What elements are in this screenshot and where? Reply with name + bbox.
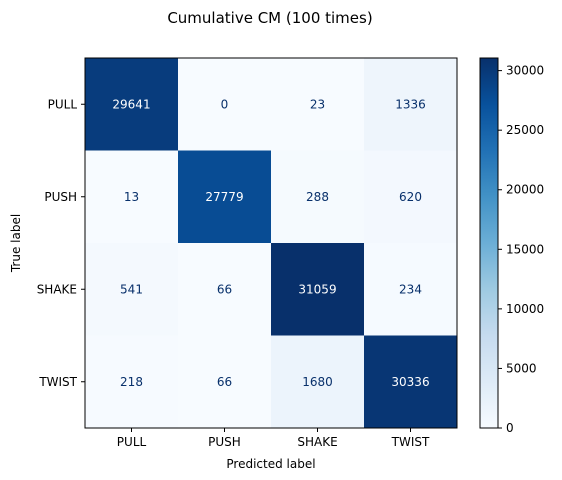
x-tick-label: TWIST <box>391 435 430 449</box>
cell-value-label: 234 <box>399 282 422 296</box>
heatmap-cell <box>364 150 458 244</box>
colorbar-tick-label: 25000 <box>506 123 544 137</box>
cell-value-label: 541 <box>120 282 143 296</box>
heatmap-cell <box>271 58 365 151</box>
x-tick-label: PULL <box>117 435 147 449</box>
colorbar-tick-label: 0 <box>506 421 514 435</box>
heatmap-cell <box>271 243 365 336</box>
heatmap-cell <box>85 243 179 336</box>
heatmap-cell <box>364 58 458 151</box>
cell-value-label: 1680 <box>302 375 333 389</box>
cell-value-label: 29641 <box>112 97 150 111</box>
cell-value-label: 0 <box>221 97 229 111</box>
heatmap-cell <box>178 335 272 429</box>
cell-value-label: 1336 <box>395 97 426 111</box>
colorbar-tick-label: 30000 <box>506 64 544 78</box>
heatmap-cell <box>85 58 179 151</box>
y-axis-ticks: PULL PUSH SHAKE TWIST <box>37 97 85 389</box>
cell-value-label: 23 <box>310 97 325 111</box>
cell-value-label: 620 <box>399 190 422 204</box>
heatmap-cell <box>178 243 272 336</box>
x-tick-label: SHAKE <box>297 435 337 449</box>
cell-value-label: 66 <box>217 282 232 296</box>
heatmap-cells <box>85 58 458 429</box>
colorbar-tick-label: 10000 <box>506 302 544 316</box>
colorbar <box>479 57 499 429</box>
colorbar-tick-label: 15000 <box>506 242 544 256</box>
heatmap-cell <box>85 335 179 429</box>
x-axis-ticks: PULL PUSH SHAKE TWIST <box>117 428 430 449</box>
heatmap-cell-labels: 29641 0 23 1336 13 27779 288 620 541 66 31059 234 21… <box>112 97 429 389</box>
chart-title: Cumulative CM (100 times) <box>167 9 372 27</box>
heatmap-cell <box>364 243 458 336</box>
heatmap-cell <box>271 335 365 429</box>
y-tick-label: SHAKE <box>37 282 77 296</box>
cell-value-label: 288 <box>306 190 329 204</box>
heatmap-cell <box>85 150 179 244</box>
colorbar-tick-label: 20000 <box>506 183 544 197</box>
cell-value-label: 30336 <box>391 375 429 389</box>
heatmap-cell <box>178 150 272 244</box>
cell-value-label: 218 <box>120 375 143 389</box>
cell-value-label: 27779 <box>205 190 243 204</box>
cell-value-label: 31059 <box>298 282 336 296</box>
x-axis-label: Predicted label <box>226 457 315 471</box>
cell-value-label: 13 <box>124 190 139 204</box>
y-tick-label: PUSH <box>44 190 77 204</box>
y-axis-label: True label <box>9 214 23 273</box>
heatmap-cell <box>178 58 272 151</box>
colorbar-ticks: 0 5000 10000 15000 20000 25000 30000 <box>498 64 544 435</box>
y-tick-label: PULL <box>48 97 78 111</box>
heatmap-cell <box>364 335 458 429</box>
heatmap-cell <box>271 150 365 244</box>
y-tick-label: TWIST <box>38 375 77 389</box>
plot-frame <box>84 57 458 429</box>
cell-value-label: 66 <box>217 375 232 389</box>
colorbar-tick-label: 5000 <box>506 361 537 375</box>
x-tick-label: PUSH <box>208 435 241 449</box>
